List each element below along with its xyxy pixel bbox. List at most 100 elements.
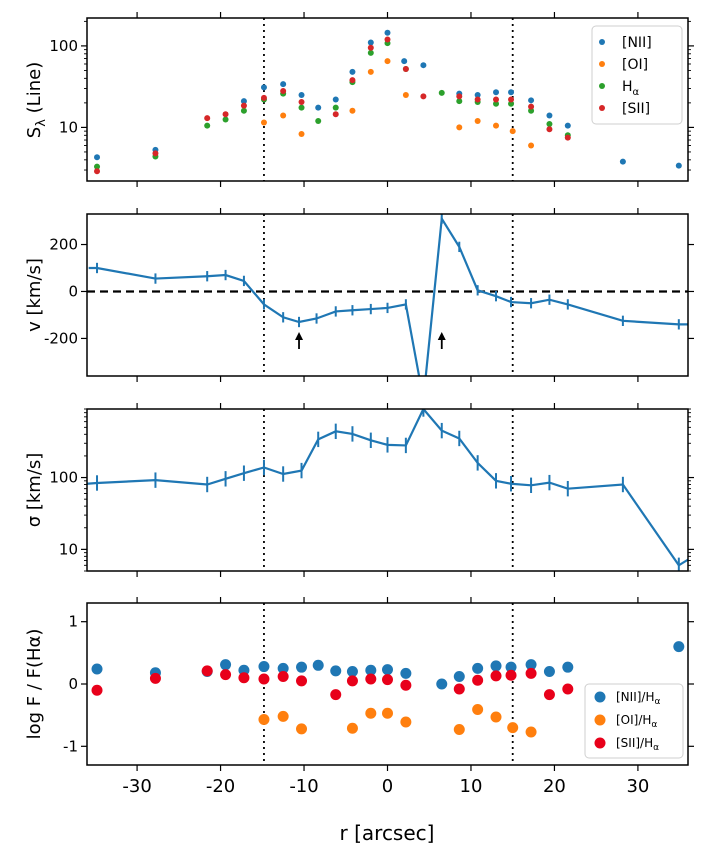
velocity-ytick-label: 200 bbox=[49, 236, 78, 254]
dispersion-ytick-label: 10 bbox=[59, 540, 78, 558]
flux-ylabel-main: S bbox=[24, 127, 45, 138]
flux-ylabel: Sλ (Line) bbox=[24, 62, 49, 138]
flux-point-sii bbox=[384, 36, 391, 43]
ratio-point-sii bbox=[277, 671, 289, 683]
flux-legend-ha-sub: α bbox=[633, 87, 640, 98]
flux-point-sii bbox=[204, 115, 211, 122]
ratio-point-oi bbox=[525, 726, 537, 738]
flux-point-nii bbox=[240, 98, 247, 105]
flux-point-nii bbox=[280, 81, 287, 88]
flux-point-oi bbox=[280, 112, 287, 119]
ratio-marks bbox=[91, 603, 685, 765]
flux-point-sii bbox=[332, 111, 339, 118]
panel-velocity: -200 0 200 v [km/s] bbox=[24, 213, 694, 377]
flux-point-sii bbox=[152, 150, 159, 157]
ratio-point-nii bbox=[505, 661, 517, 673]
ratio-point-nii bbox=[525, 659, 537, 671]
flux-marks bbox=[94, 18, 682, 181]
flux-point-nii bbox=[528, 97, 535, 104]
flux-point-h bbox=[94, 163, 101, 170]
flux-legend-ha-main: H bbox=[622, 79, 633, 95]
ratio-ytick-label: -1 bbox=[63, 737, 78, 755]
flux-point-h bbox=[367, 49, 374, 56]
panel-dispersion-frame bbox=[86, 408, 689, 572]
flux-point-sii bbox=[493, 96, 500, 103]
flux-point-oi bbox=[298, 131, 305, 138]
flux-point-oi bbox=[474, 117, 481, 124]
x-tick-label: 20 bbox=[543, 776, 566, 797]
flux-point-h bbox=[332, 104, 339, 111]
flux-legend-marker-nii bbox=[599, 39, 605, 45]
flux-legend-oi: [OI] bbox=[622, 57, 648, 73]
ratio-point-sii bbox=[220, 669, 232, 681]
flux-point-sii bbox=[240, 102, 247, 109]
ratio-point-sii bbox=[149, 672, 161, 684]
ratio-point-oi bbox=[472, 704, 484, 716]
panel-ratios: -101 -30 -20 -10 0 10 20 30 log F / F(Hα) r [a… bbox=[24, 12, 694, 845]
ratio-legend-oi: [OI]/Hα bbox=[616, 713, 657, 730]
flux-point-oi bbox=[384, 58, 391, 65]
flux-point-sii bbox=[402, 66, 409, 73]
ratio-point-oi bbox=[277, 710, 289, 722]
ratio-point-nii bbox=[296, 661, 308, 673]
dispersion-marks bbox=[87, 409, 688, 571]
flux-point-sii bbox=[367, 44, 374, 51]
flux-point-h bbox=[204, 122, 211, 129]
flux-point-oi bbox=[367, 68, 374, 75]
ratio-point-nii bbox=[258, 661, 270, 673]
flux-point-oi bbox=[456, 124, 463, 131]
flux-y-ticks: 10 100 bbox=[49, 20, 694, 171]
flux-point-nii bbox=[94, 154, 101, 161]
flux-point-nii bbox=[508, 89, 515, 96]
flux-point-h bbox=[298, 104, 305, 111]
flux-legend-marker-oi bbox=[599, 61, 605, 67]
x-tick-label: 0 bbox=[382, 776, 393, 797]
ratio-point-sii bbox=[543, 689, 555, 701]
flux-legend-ha: Hα bbox=[622, 79, 640, 98]
ratio-point-oi bbox=[453, 723, 465, 735]
ratio-point-nii bbox=[330, 665, 342, 677]
flux-point-sii bbox=[474, 96, 481, 103]
flux-point-sii bbox=[280, 87, 287, 94]
ratio-ytick-label: 0 bbox=[68, 675, 78, 693]
ratio-legend-sii-sub: α bbox=[653, 743, 659, 753]
flux-point-h bbox=[315, 117, 322, 124]
ratio-point-sii bbox=[258, 673, 270, 685]
ratio-point-sii bbox=[562, 683, 574, 695]
x-tick-label: -30 bbox=[122, 776, 151, 797]
flux-point-h bbox=[456, 98, 463, 105]
ratio-point-sii bbox=[365, 673, 377, 685]
ratio-point-nii bbox=[91, 663, 103, 675]
ratio-point-nii bbox=[346, 666, 358, 678]
flux-ytick-label: 10 bbox=[59, 118, 78, 136]
ratio-legend-marker-nii bbox=[594, 691, 606, 703]
ratio-point-sii bbox=[490, 670, 502, 682]
ratio-point-sii bbox=[201, 665, 213, 677]
ratio-point-nii bbox=[382, 664, 393, 676]
ratio-point-nii bbox=[436, 678, 448, 690]
flux-point-nii bbox=[675, 162, 682, 169]
panel-flux: 10 100 Sλ (Line) [NII] [OI] Hα [SII] bbox=[24, 17, 694, 182]
ratio-point-oi bbox=[490, 711, 502, 723]
ratio-legend-box bbox=[584, 683, 684, 759]
flux-point-nii bbox=[401, 58, 408, 65]
ratio-point-nii bbox=[562, 661, 574, 673]
velocity-ylabel: v [km/s] bbox=[24, 258, 45, 332]
flux-point-oi bbox=[493, 122, 500, 129]
ratio-ytick-label: 1 bbox=[68, 613, 78, 631]
ratio-point-nii bbox=[543, 666, 555, 678]
ratio-y-ticks: -1 0 1 bbox=[63, 613, 694, 755]
flux-point-h bbox=[493, 100, 500, 107]
ratio-point-oi bbox=[400, 716, 412, 728]
flux-point-h bbox=[508, 100, 515, 107]
ratio-point-sii bbox=[505, 669, 517, 681]
dispersion-ytick-label: 100 bbox=[49, 469, 78, 487]
x-axis-label: r [arcsec] bbox=[340, 821, 435, 845]
ratio-point-sii bbox=[296, 675, 308, 687]
flux-point-oi bbox=[349, 107, 356, 114]
ratio-point-nii bbox=[277, 662, 289, 674]
flux-point-sii bbox=[546, 126, 553, 133]
flux-legend-sii: [SII] bbox=[622, 101, 650, 117]
